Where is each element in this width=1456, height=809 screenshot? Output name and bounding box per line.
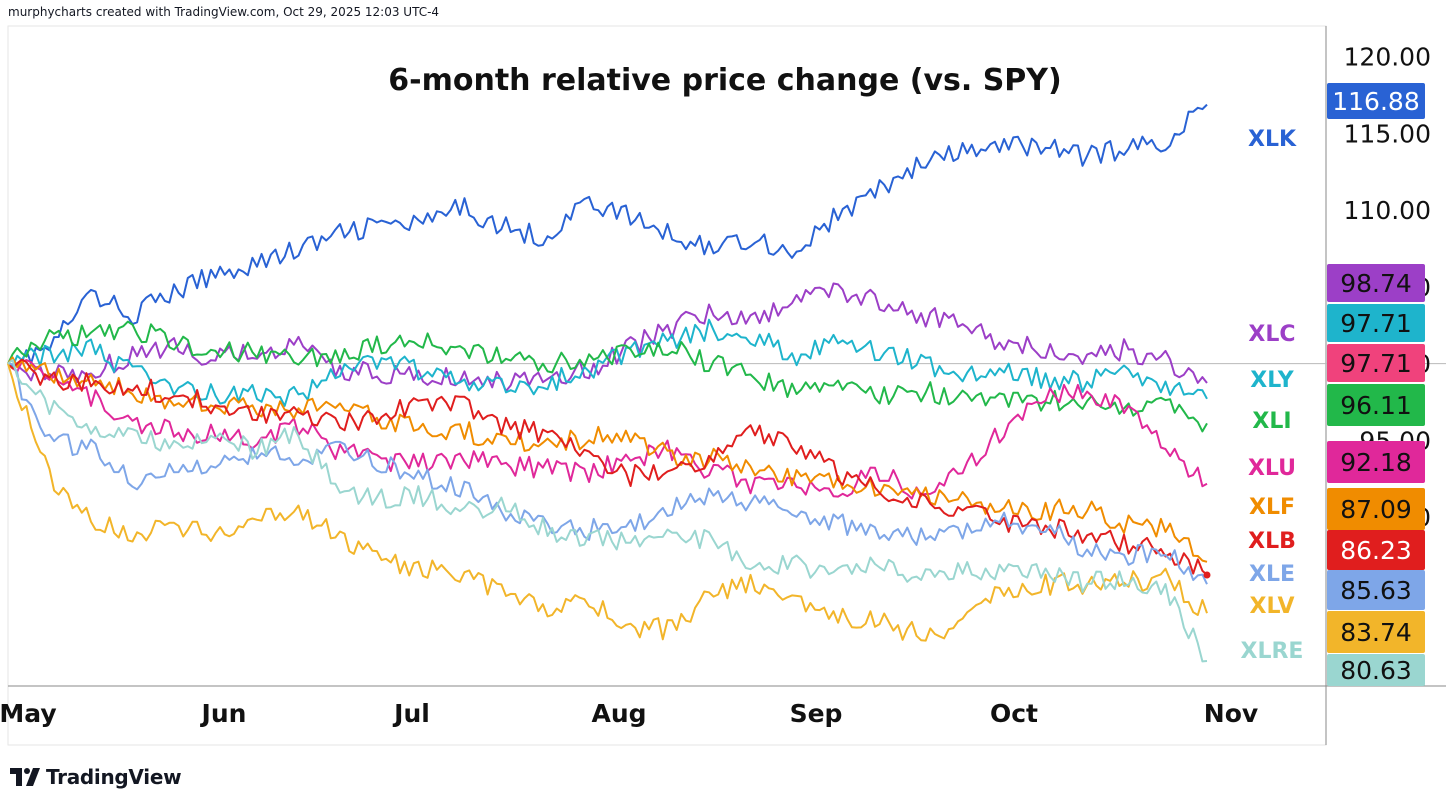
price-label-xli: 96.11 <box>1340 391 1412 420</box>
tradingview-brand-text: TradingView <box>46 765 182 789</box>
price-label-xlb: 86.23 <box>1340 536 1412 565</box>
price-label-xlu: 92.18 <box>1340 448 1412 477</box>
xlb-end-marker <box>1203 571 1211 579</box>
series-label-xlre: XLRE <box>1241 639 1304 664</box>
price-label-xlc-box <box>1327 264 1425 302</box>
series-label-xle: XLE <box>1249 562 1295 587</box>
price-label-xle: 85.63 <box>1340 576 1412 605</box>
price-label-xlk: 116.88 <box>1332 87 1419 116</box>
price-label-xlre: 80.63 <box>1340 656 1412 685</box>
series-label-xli: XLI <box>1252 409 1291 434</box>
x-tick-label: Oct <box>990 699 1038 728</box>
series-label-xlc: XLC <box>1248 322 1295 347</box>
price-label-extra: 97.71 <box>1340 349 1412 378</box>
plot-frame <box>7 25 1327 746</box>
price-label-extra-box <box>1327 344 1425 382</box>
x-tick-label: Nov <box>1204 699 1258 728</box>
series-line-xlb <box>7 358 1208 576</box>
price-label-xly: 97.71 <box>1340 309 1412 338</box>
x-tick-label: Sep <box>790 699 843 728</box>
x-tick-label: Jul <box>392 699 430 728</box>
price-label-xle-box <box>1327 570 1425 610</box>
y-tick-label: 115.00 <box>1344 119 1431 148</box>
series-label-xlk: XLK <box>1248 127 1297 152</box>
price-label-xlu-box <box>1327 441 1425 483</box>
price-label-xli-box <box>1327 384 1425 426</box>
price-label-xlv-box <box>1327 611 1425 653</box>
chart-attribution: murphycharts created with TradingView.co… <box>8 5 440 19</box>
price-label-xlre-box <box>1327 654 1425 686</box>
x-tick-label: May <box>0 699 57 728</box>
series-line-xle <box>7 362 1208 585</box>
tradingview-logo-icon <box>10 768 40 786</box>
series-line-xli <box>7 320 1208 433</box>
y-tick-label: 110.00 <box>1344 196 1431 225</box>
x-tick-label: Jun <box>200 699 247 728</box>
price-label-xlf-box <box>1327 488 1425 530</box>
series-label-xly: XLY <box>1250 368 1295 393</box>
chart-title: 6-month relative price change (vs. SPY) <box>388 63 1061 98</box>
series-label-xlf: XLF <box>1249 495 1295 520</box>
price-label-xlf: 87.09 <box>1340 495 1412 524</box>
series-line-xlu <box>7 359 1208 500</box>
price-label-xlv: 83.74 <box>1340 618 1412 647</box>
y-tick-label: 120.00 <box>1344 43 1431 72</box>
price-label-xlk-box <box>1327 83 1425 119</box>
x-tick-label: Aug <box>591 699 646 728</box>
series-label-xlv: XLV <box>1250 594 1295 619</box>
series-label-xlb: XLB <box>1248 529 1296 554</box>
series-line-xlk <box>7 103 1208 368</box>
series-line-xlv <box>7 363 1208 642</box>
series-line-xlc <box>7 282 1208 393</box>
price-label-xly-box <box>1327 304 1425 342</box>
series-line-xlre <box>7 358 1208 663</box>
series-label-xlu: XLU <box>1248 456 1296 481</box>
price-label-xlb-box <box>1327 530 1425 570</box>
price-label-xlc: 98.74 <box>1340 269 1412 298</box>
tradingview-logo: TradingView <box>10 764 182 790</box>
